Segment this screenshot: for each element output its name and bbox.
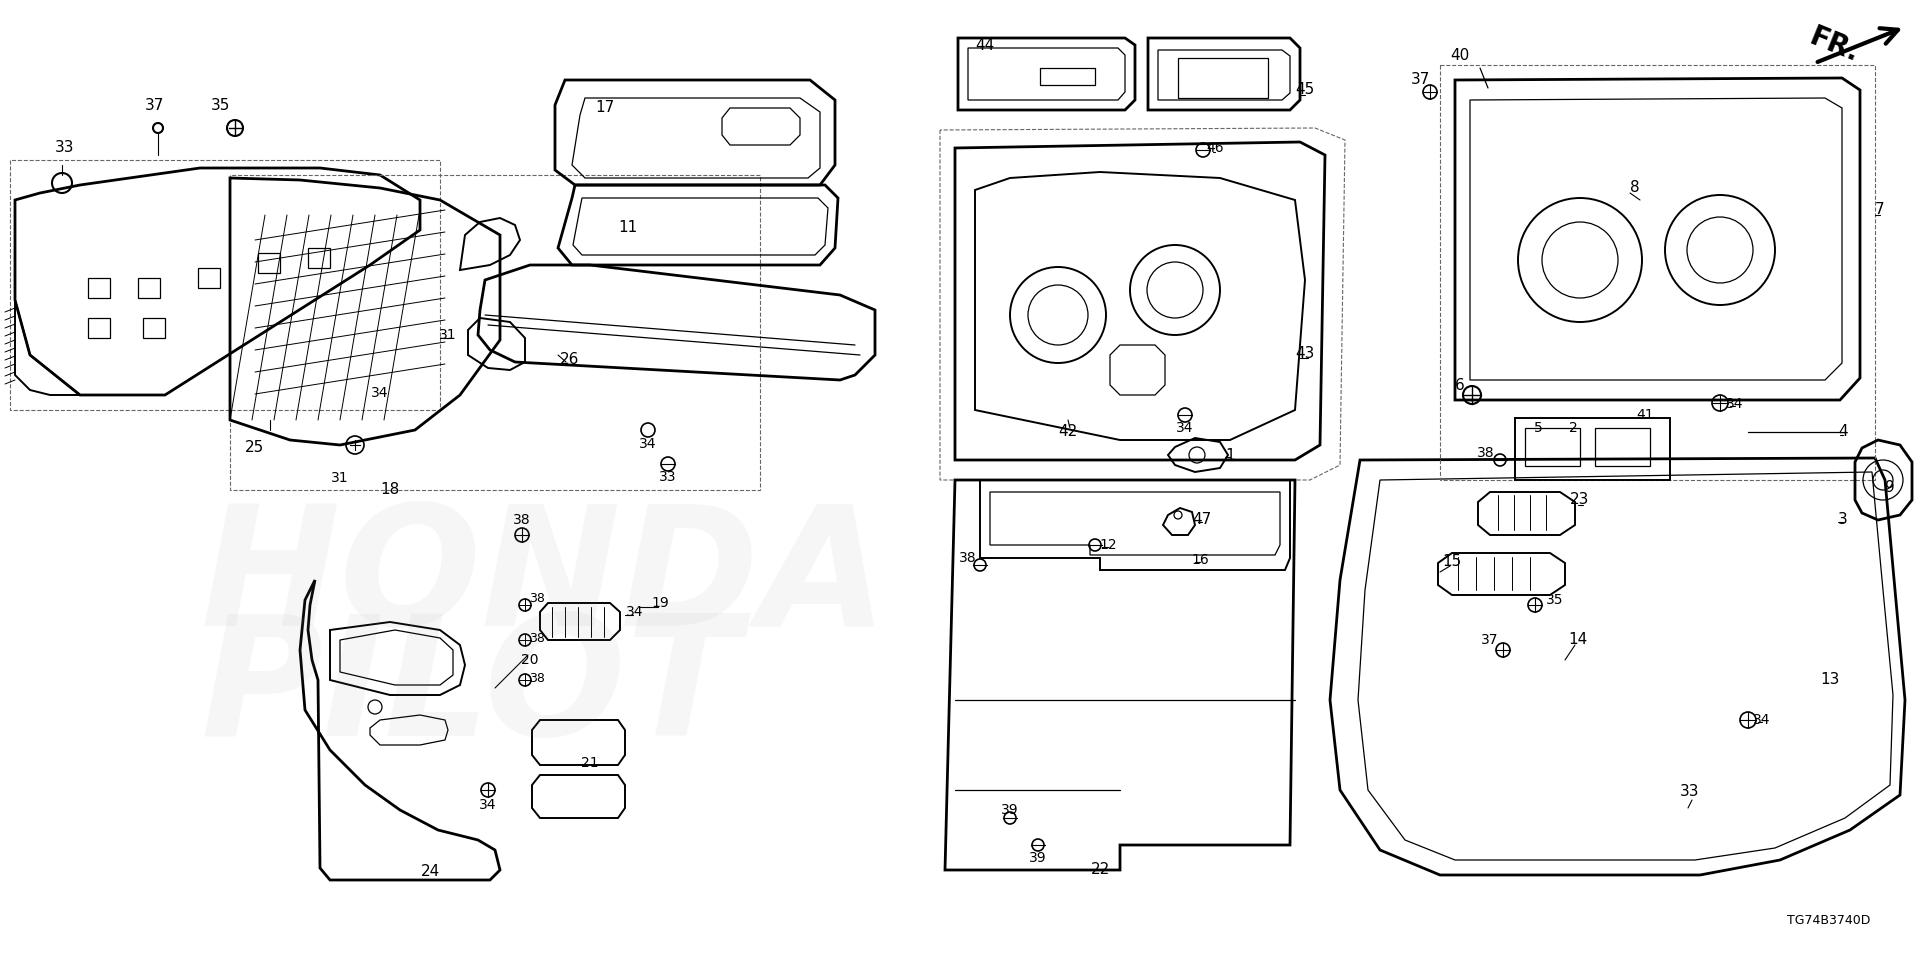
Text: 34: 34	[1753, 713, 1770, 727]
Text: 21: 21	[582, 756, 599, 770]
Bar	[142, 318, 165, 338]
Text: 22: 22	[1091, 862, 1110, 877]
Text: HONDA: HONDA	[200, 498, 887, 661]
Text: 3: 3	[1837, 513, 1847, 527]
Text: 20: 20	[520, 653, 540, 667]
Text: 8: 8	[1630, 180, 1640, 196]
Text: 7: 7	[1876, 203, 1885, 218]
Text: 38: 38	[530, 591, 545, 605]
Bar	[88, 318, 109, 338]
Text: 38: 38	[1476, 446, 1496, 460]
Text: TG74B3740D: TG74B3740D	[1788, 914, 1870, 926]
Text: 47: 47	[1192, 513, 1212, 527]
Text: 33: 33	[659, 470, 676, 484]
Bar	[1179, 58, 1267, 98]
Text: 38: 38	[960, 551, 977, 565]
Bar	[88, 278, 109, 298]
Text: 1: 1	[1225, 447, 1235, 463]
Text: 42: 42	[1058, 424, 1077, 440]
Text: 4: 4	[1837, 424, 1847, 440]
Text: 34: 34	[1177, 421, 1194, 435]
Text: 11: 11	[618, 221, 637, 235]
Bar	[307, 248, 330, 268]
Text: 24: 24	[420, 865, 440, 879]
Text: 17: 17	[595, 101, 614, 115]
Text: 9: 9	[1885, 481, 1895, 495]
Text: 5: 5	[1534, 421, 1542, 435]
Text: 12: 12	[1098, 538, 1117, 552]
Text: 19: 19	[651, 596, 668, 610]
Text: 44: 44	[975, 37, 995, 53]
Text: 34: 34	[480, 798, 497, 812]
Text: 23: 23	[1571, 492, 1590, 508]
Text: 33: 33	[1680, 784, 1699, 800]
Text: 34: 34	[1726, 397, 1743, 411]
Text: 45: 45	[1296, 83, 1315, 98]
Text: 38: 38	[513, 513, 530, 527]
Text: 16: 16	[1190, 553, 1210, 567]
Bar	[257, 253, 280, 273]
Bar	[198, 268, 221, 288]
Text: 38: 38	[530, 632, 545, 644]
Bar	[1596, 428, 1649, 466]
Text: 39: 39	[1029, 851, 1046, 865]
Text: 37: 37	[1480, 633, 1500, 647]
Text: 41: 41	[1636, 408, 1653, 422]
Text: 31: 31	[330, 471, 349, 485]
Text: 18: 18	[380, 483, 399, 497]
Bar	[138, 278, 159, 298]
Text: 33: 33	[56, 140, 75, 156]
Text: 34: 34	[626, 605, 643, 619]
Text: 38: 38	[530, 671, 545, 684]
Text: 26: 26	[561, 352, 580, 368]
Text: 34: 34	[639, 437, 657, 451]
Text: 31: 31	[440, 328, 457, 342]
Text: 40: 40	[1450, 47, 1469, 62]
Text: 15: 15	[1442, 555, 1461, 569]
Text: 35: 35	[1546, 593, 1563, 607]
Text: 13: 13	[1820, 673, 1839, 687]
Text: FR.: FR.	[1805, 22, 1862, 67]
Text: 2: 2	[1569, 421, 1578, 435]
Text: 14: 14	[1569, 633, 1588, 647]
Text: 37: 37	[146, 98, 165, 112]
Text: 6: 6	[1455, 377, 1465, 393]
Text: 39: 39	[1000, 803, 1020, 817]
Text: 37: 37	[1411, 73, 1430, 87]
Text: 43: 43	[1296, 346, 1315, 361]
Text: 46: 46	[1206, 141, 1223, 155]
Text: 35: 35	[211, 98, 230, 112]
Text: 34: 34	[371, 386, 388, 400]
Text: PILOT: PILOT	[200, 609, 739, 772]
Bar	[1524, 428, 1580, 466]
Text: 25: 25	[246, 441, 265, 455]
